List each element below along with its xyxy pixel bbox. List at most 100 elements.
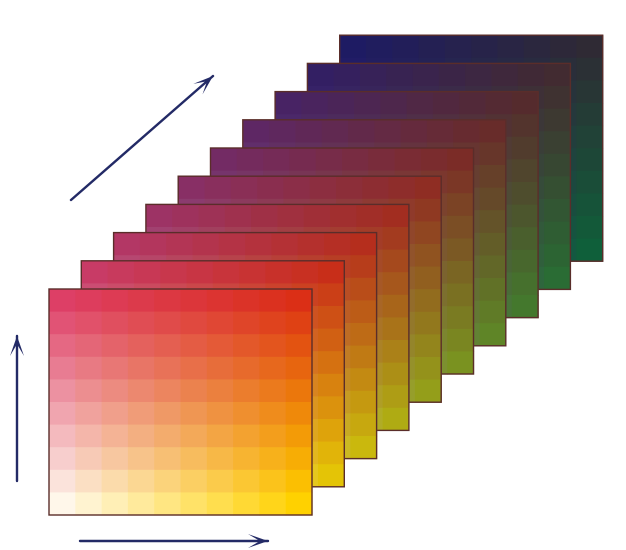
color-cell [576, 193, 604, 217]
color-cell [101, 334, 129, 358]
color-layer-stack [48, 34, 604, 516]
color-cell [350, 255, 378, 279]
color-cell [127, 356, 155, 380]
color-cell [348, 119, 375, 143]
color-cell [324, 232, 351, 256]
color-cell [318, 419, 345, 443]
color-cell [285, 334, 313, 358]
color-cell [523, 35, 551, 59]
color-cell [318, 396, 345, 420]
color-cell [113, 232, 141, 256]
color-cell [285, 469, 313, 493]
color-cell [206, 424, 234, 448]
color-cell [285, 289, 313, 313]
color-cell [206, 289, 234, 313]
color-cell [154, 379, 182, 403]
color-cell [75, 289, 103, 313]
color-cell [414, 334, 442, 358]
color-cell [259, 492, 287, 516]
color-cell [180, 447, 208, 471]
color-cell [382, 407, 410, 431]
color-cell [350, 323, 378, 347]
color-cell [382, 204, 410, 228]
color-cell [438, 63, 466, 87]
color-cell [576, 238, 604, 262]
color-cell [259, 311, 287, 335]
color-cell [479, 232, 507, 256]
color-cell [180, 334, 208, 358]
color-cell [388, 176, 416, 200]
color-cell [382, 362, 410, 386]
color-cell [544, 131, 571, 155]
color-cell [479, 255, 507, 279]
color-cell [277, 204, 305, 228]
color-cell [285, 424, 313, 448]
color-cell [178, 176, 206, 200]
color-cell [259, 424, 287, 448]
color-cell [206, 379, 234, 403]
color-cell [309, 176, 337, 200]
color-cell [192, 232, 220, 256]
color-cell [576, 170, 604, 194]
color-cell [154, 402, 182, 426]
color-cell [511, 295, 539, 319]
color-cell [511, 227, 539, 251]
color-cell [172, 204, 200, 228]
color-cell [382, 272, 410, 296]
color-cell [212, 260, 240, 284]
color-cell [180, 379, 208, 403]
color-cell [180, 311, 208, 335]
color-cell [101, 424, 129, 448]
color-cell [259, 402, 287, 426]
color-cell [49, 379, 76, 403]
color-cell [275, 91, 302, 115]
color-cell [444, 35, 472, 59]
color-cell [259, 447, 287, 471]
color-cell [210, 148, 238, 172]
color-cell [127, 289, 155, 313]
color-cell [414, 266, 442, 290]
color-cell [49, 311, 76, 335]
color-cell [285, 311, 313, 335]
color-cell [127, 424, 155, 448]
color-cell [380, 91, 408, 115]
color-cell [426, 119, 454, 143]
color-cell [517, 63, 545, 87]
color-cell [285, 402, 313, 426]
color-cell [511, 249, 539, 273]
color-cell [245, 232, 272, 256]
color-cell [544, 266, 571, 290]
color-cell [154, 289, 182, 313]
color-cell [127, 469, 155, 493]
color-cell [576, 57, 604, 81]
color-cell [303, 204, 331, 228]
color-cell [511, 182, 539, 206]
color-cell [479, 165, 507, 189]
color-cell [318, 441, 345, 465]
color-cell [75, 447, 103, 471]
color-cell [206, 402, 234, 426]
color-cell [414, 379, 442, 403]
color-cell [180, 469, 208, 493]
color-cell [259, 356, 287, 380]
color-cell [206, 492, 234, 516]
color-cell [479, 119, 507, 143]
color-cell [491, 63, 519, 87]
color-cell [154, 447, 182, 471]
color-cell [382, 385, 410, 409]
color-cell [318, 351, 345, 375]
color-cell [447, 351, 475, 375]
color-cell [297, 232, 325, 256]
color-cell [414, 198, 442, 222]
color-cell [206, 356, 234, 380]
color-cell [101, 402, 129, 426]
color-cell [154, 424, 182, 448]
color-cell [406, 91, 434, 115]
color-cell [289, 148, 317, 172]
color-cell [479, 323, 507, 347]
color-cell [447, 283, 475, 307]
color-cell [360, 63, 387, 87]
color-cell [49, 289, 76, 313]
color-cell [166, 232, 194, 256]
layer-border [48, 288, 313, 516]
